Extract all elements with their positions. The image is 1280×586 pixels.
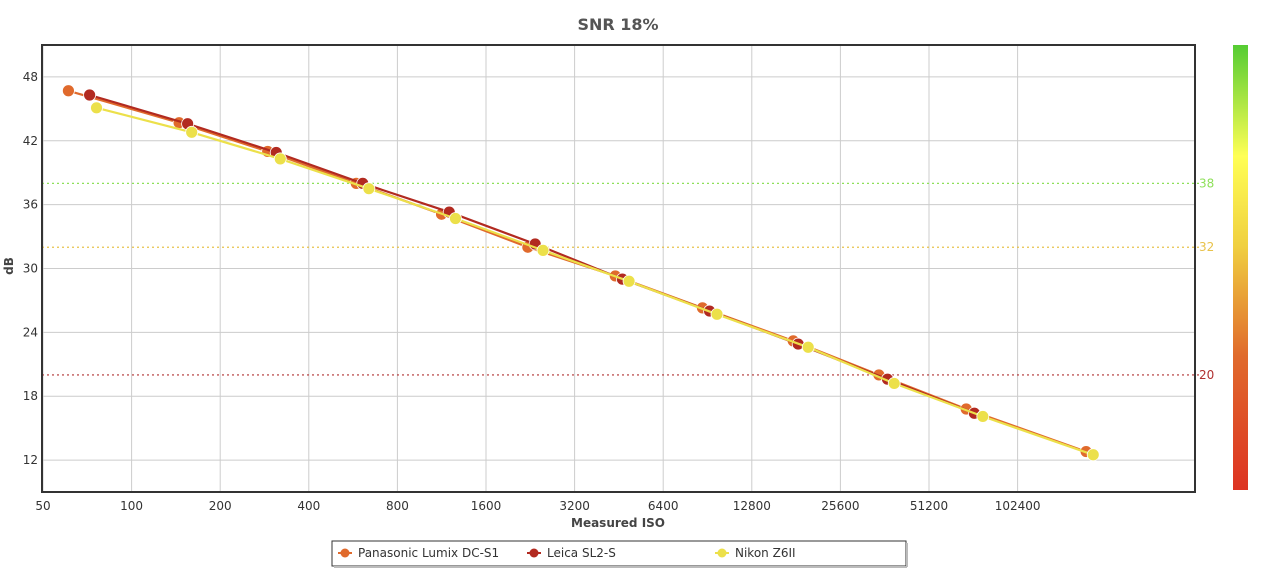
data-point[interactable] xyxy=(362,182,376,196)
y-ticks: 12 18 24 30 36 42 48 xyxy=(23,70,38,467)
x-tick-label: 102400 xyxy=(995,499,1041,513)
chart-title: SNR 18% xyxy=(577,15,658,34)
data-point[interactable] xyxy=(62,84,75,98)
x-tick-label: 800 xyxy=(386,499,409,513)
legend-marker[interactable] xyxy=(529,548,539,558)
data-point[interactable] xyxy=(976,410,990,423)
x-tick-label: 3200 xyxy=(559,499,590,513)
data-point[interactable] xyxy=(90,101,103,115)
y-tick-label: 12 xyxy=(23,453,38,467)
x-axis-label: Measured ISO xyxy=(571,516,665,530)
data-point[interactable] xyxy=(710,307,724,321)
x-tick-label: 50 xyxy=(35,499,50,513)
legend-label[interactable]: Leica SL2-S xyxy=(547,546,616,560)
data-point[interactable] xyxy=(622,274,636,288)
reference-line-label: 20 xyxy=(1199,368,1214,382)
data-point[interactable] xyxy=(536,244,550,257)
y-tick-label: 24 xyxy=(23,325,38,339)
series-3 xyxy=(90,101,1100,462)
reference-lines: 38 32 20 xyxy=(42,176,1214,382)
x-tick-label: 1600 xyxy=(471,499,502,513)
x-tick-label: 6400 xyxy=(648,499,679,513)
grid xyxy=(42,45,1195,492)
series-layer xyxy=(62,84,1100,462)
legend-marker[interactable] xyxy=(717,548,727,558)
plot-frame xyxy=(41,44,1196,493)
data-point[interactable] xyxy=(185,125,199,139)
legend: Panasonic Lumix DC-S1 Leica SL2-S Nikon Z6… xyxy=(331,540,908,568)
y-tick-label: 18 xyxy=(23,389,38,403)
legend-label[interactable]: Nikon Z6II xyxy=(735,546,796,560)
series-line xyxy=(96,106,1094,456)
colorbar xyxy=(1233,45,1248,490)
data-point[interactable] xyxy=(887,377,901,390)
legend-marker[interactable] xyxy=(340,548,350,558)
data-point[interactable] xyxy=(83,88,97,102)
x-tick-label: 400 xyxy=(297,499,320,513)
x-tick-label: 51200 xyxy=(910,499,948,513)
y-axis-label: dB xyxy=(2,257,16,275)
x-tick-label: 25600 xyxy=(821,499,859,513)
y-tick-label: 30 xyxy=(23,262,38,276)
x-tick-label: 12800 xyxy=(733,499,771,513)
data-point[interactable] xyxy=(449,212,462,225)
reference-line-label: 32 xyxy=(1199,240,1214,254)
x-ticks: 50 100 200 400 800 1600 3200 6400 12800 25600 5120… xyxy=(35,499,1040,513)
y-tick-label: 36 xyxy=(23,198,38,212)
data-point[interactable] xyxy=(801,340,815,354)
data-point[interactable] xyxy=(1086,448,1100,462)
x-tick-label: 200 xyxy=(209,499,232,513)
legend-label[interactable]: Panasonic Lumix DC-S1 xyxy=(358,546,499,560)
reference-line-label: 38 xyxy=(1199,176,1214,190)
x-tick-label: 100 xyxy=(120,499,143,513)
data-point[interactable] xyxy=(273,152,287,166)
y-tick-label: 42 xyxy=(23,134,38,148)
y-tick-label: 48 xyxy=(23,70,38,84)
